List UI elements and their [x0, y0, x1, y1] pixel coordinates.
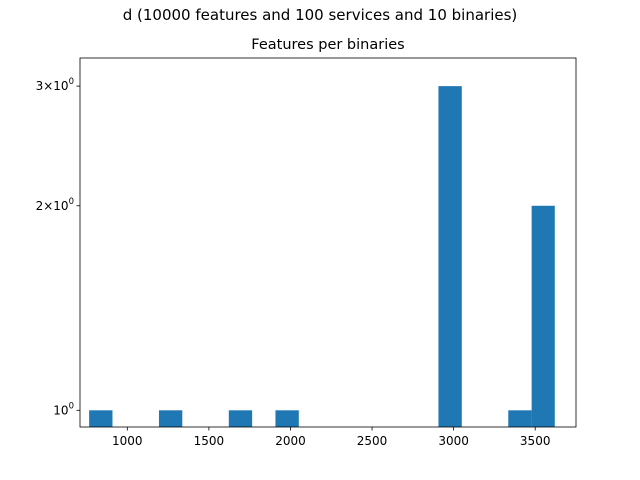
- histogram-bar-5: [508, 410, 532, 427]
- x-tick-label-2: 2000: [275, 434, 306, 448]
- y-tick-label-1: 2×100: [36, 197, 74, 213]
- y-axis-ticks: 100 2×100 3×100: [36, 77, 80, 417]
- histogram-bar-2: [228, 410, 253, 427]
- axes-frame: [79, 57, 577, 428]
- histogram-bar-3: [275, 410, 299, 427]
- bars-group: [89, 86, 555, 427]
- histogram-bar-0: [89, 410, 113, 427]
- axes-title: Features per binaries: [251, 37, 404, 53]
- y-tick-label-0: 100: [53, 401, 74, 417]
- histogram-bar-1: [158, 410, 183, 427]
- histogram-bar-6: [531, 205, 555, 427]
- x-tick-label-0: 1000: [112, 434, 143, 448]
- x-tick-label-5: 3500: [520, 434, 551, 448]
- x-tick-label-4: 3000: [438, 434, 469, 448]
- x-axis-ticks: 1000 1500 2000 2500 3000 3500: [112, 427, 550, 448]
- y-tick-label-2: 3×100: [36, 77, 74, 93]
- x-tick-label-1: 1500: [194, 434, 225, 448]
- figure-suptitle: d (10000 features and 100 services and 1…: [122, 6, 518, 24]
- histogram-bar-4: [438, 86, 462, 427]
- x-tick-label-3: 2500: [357, 434, 388, 448]
